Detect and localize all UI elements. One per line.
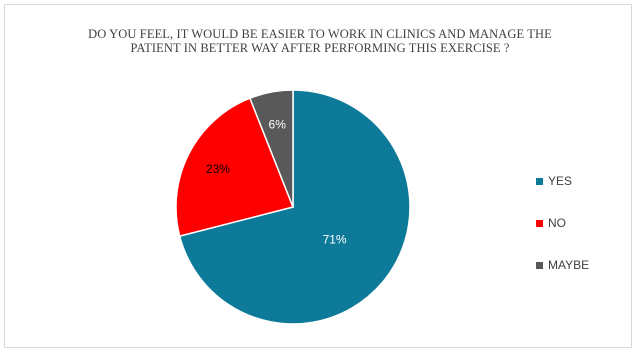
legend-swatch-maybe — [536, 261, 543, 269]
pie-slice-maybe — [248, 89, 294, 208]
data-label-no: 23% — [206, 162, 230, 176]
pie-slice-yes — [178, 89, 411, 325]
legend-swatch-no — [536, 219, 543, 227]
data-label-maybe: 6% — [269, 117, 287, 131]
chart-title: DO YOU FEEL, IT WOULD BE EASIER TO WORK … — [40, 27, 600, 55]
legend-swatch-yes — [536, 177, 543, 185]
legend-label-yes: YES — [548, 174, 573, 188]
legend-label-no: NO — [548, 216, 566, 230]
chart-title-line-1: DO YOU FEEL, IT WOULD BE EASIER TO WORK … — [88, 27, 552, 41]
legend-item-no: NO — [536, 216, 566, 230]
data-label-yes: 71% — [323, 232, 347, 246]
legend-label-maybe: MAYBE — [548, 258, 590, 272]
pie-slice-no — [175, 97, 295, 238]
legend-item-maybe: MAYBE — [536, 258, 589, 272]
legend-item-yes: YES — [536, 174, 572, 188]
chart-title-line-2: PATIENT IN BETTER WAY AFTER PERFORMING T… — [130, 41, 510, 55]
